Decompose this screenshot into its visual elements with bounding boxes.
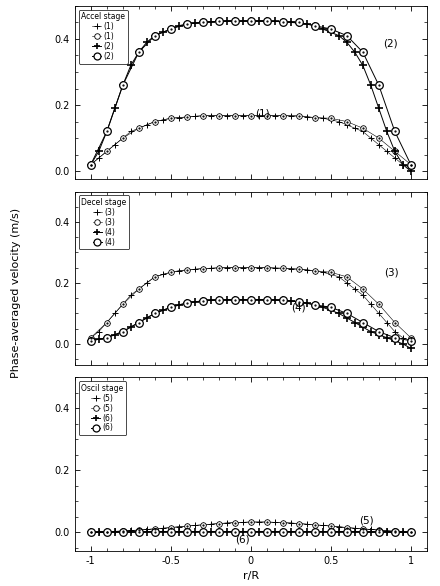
Text: (4): (4) xyxy=(291,302,306,312)
Text: (6): (6) xyxy=(235,534,250,544)
Text: Phase-averaged velocity (m/s): Phase-averaged velocity (m/s) xyxy=(11,208,21,378)
Text: (2): (2) xyxy=(383,39,397,49)
Text: (5): (5) xyxy=(359,516,373,526)
X-axis label: r/R: r/R xyxy=(243,571,259,581)
Legend: (1), (1), (2), (2): (1), (1), (2), (2) xyxy=(79,10,128,64)
Text: (3): (3) xyxy=(384,267,399,277)
Legend: (3), (3), (4), (4): (3), (3), (4), (4) xyxy=(79,195,129,250)
Text: (1): (1) xyxy=(255,108,269,118)
Legend: (5), (5), (6), (6): (5), (5), (6), (6) xyxy=(79,381,126,435)
